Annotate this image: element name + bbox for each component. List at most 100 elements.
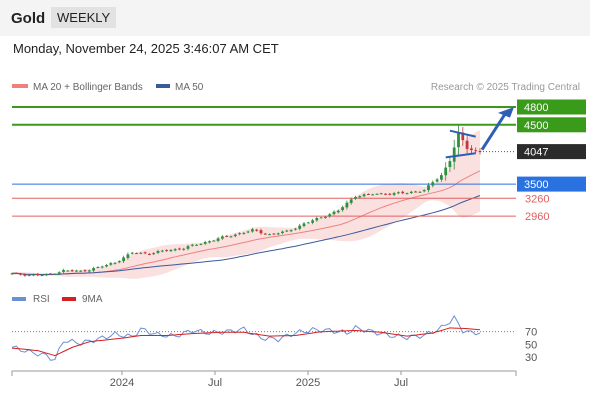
candle-body <box>448 161 452 168</box>
level-tag-4800 <box>517 99 586 115</box>
price-candles <box>10 124 482 277</box>
candle-body <box>336 210 340 213</box>
candle-body <box>190 244 194 246</box>
rsi-tick-30: 30 <box>525 352 537 364</box>
candle-body <box>285 230 289 232</box>
candle-body <box>195 244 198 246</box>
candle-body <box>221 236 224 239</box>
timeframe-badge[interactable]: WEEKLY <box>51 7 117 28</box>
time-tick-label: 2025 <box>296 377 320 389</box>
level-label-4500: 4500 <box>524 120 548 132</box>
candle-body <box>457 132 460 148</box>
candle-body <box>379 193 383 195</box>
current-price-tag <box>517 144 586 160</box>
candle-body <box>130 252 134 254</box>
rsi-legend-label: RSI <box>33 294 50 305</box>
level-tag-3500 <box>517 176 586 192</box>
candle-body <box>32 274 35 276</box>
candle-body <box>165 250 168 252</box>
current-price-label: 4047 <box>524 147 548 159</box>
candle-body <box>362 194 366 197</box>
key-levels <box>12 106 516 217</box>
level-tag-4500 <box>517 117 586 133</box>
candle-body <box>302 223 306 226</box>
rsi-tick-70: 70 <box>525 327 537 339</box>
candle-body <box>388 193 392 195</box>
candle-body <box>36 273 40 276</box>
time-tick-label: Jul <box>394 377 408 389</box>
moving-averages <box>11 170 481 276</box>
bollinger-band-area <box>12 130 480 279</box>
candle-body <box>263 233 267 235</box>
candle-body <box>255 229 259 231</box>
candle-body <box>440 175 443 180</box>
candle-body <box>14 273 18 274</box>
candle-body <box>298 225 302 229</box>
candle-body <box>126 254 130 258</box>
candle-body <box>66 270 70 272</box>
candle-body <box>319 217 323 219</box>
ma50-legend-label: MA 50 <box>175 82 204 93</box>
candle-body <box>251 229 254 232</box>
candle-body <box>139 252 143 254</box>
candle-body <box>444 167 448 176</box>
candle-body <box>57 272 61 274</box>
candle-body <box>233 234 237 237</box>
ma9-legend-label: 9MA <box>82 294 103 305</box>
time-axis: 2024 Jul 2025 Jul <box>11 370 517 389</box>
candle-body <box>100 266 104 268</box>
candle-body <box>422 190 426 192</box>
candle-body <box>276 233 280 235</box>
level-labels: 4800 4500 3500 3260 2960 4047 <box>517 99 586 223</box>
candle-body <box>324 216 327 218</box>
candle-body <box>212 240 216 242</box>
candle-body <box>414 191 417 193</box>
ma9-legend-swatch <box>62 297 76 301</box>
candle-body <box>109 263 113 265</box>
candle-body <box>392 193 396 195</box>
candle-body <box>427 185 430 191</box>
candle-body <box>83 270 87 272</box>
projection-arrow-shaft <box>480 113 507 151</box>
ma50-legend-swatch <box>156 84 170 88</box>
candle-body <box>92 268 95 271</box>
candle-body <box>143 252 147 254</box>
ma9-line <box>11 327 481 357</box>
candle-body <box>122 257 125 262</box>
candle-body <box>135 253 138 255</box>
candle-body <box>332 211 336 215</box>
candle-body <box>358 196 362 198</box>
ma50-line <box>11 195 481 276</box>
candle-body <box>401 191 405 194</box>
candle-body <box>203 242 207 244</box>
bollinger-band <box>12 130 480 279</box>
candle-body <box>452 147 456 162</box>
candle-body <box>40 275 44 276</box>
time-tick-label: Jul <box>208 377 222 389</box>
level-label-2960: 2960 <box>525 211 549 223</box>
candle-body <box>186 246 190 249</box>
candle-body <box>418 191 422 193</box>
candle-body <box>375 193 379 195</box>
candle-body <box>384 193 387 195</box>
candle-body <box>19 273 22 275</box>
candle-body <box>311 220 314 223</box>
rsi-line <box>11 314 481 361</box>
pennant-lower-line <box>445 152 476 159</box>
candle-body <box>216 238 220 241</box>
candle-body <box>27 274 31 276</box>
candle-body <box>178 248 181 250</box>
candle-body <box>341 207 344 211</box>
candle-body <box>79 270 83 272</box>
pattern-overlay <box>445 107 514 159</box>
candle-body <box>117 261 121 263</box>
candle-body <box>349 199 353 203</box>
candle-body <box>246 231 250 233</box>
instrument-title: Gold <box>11 10 46 27</box>
candle-body <box>281 231 284 234</box>
time-tick-label: 2024 <box>110 377 134 389</box>
projection-arrow-head <box>498 107 514 118</box>
candle-body <box>259 230 263 234</box>
candle-body <box>49 273 52 275</box>
